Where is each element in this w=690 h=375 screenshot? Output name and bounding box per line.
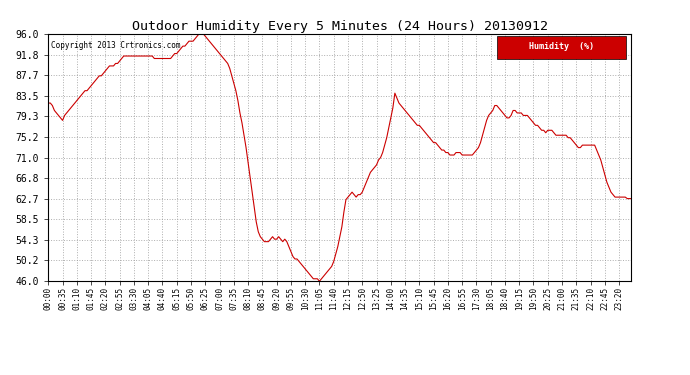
FancyBboxPatch shape <box>497 36 626 58</box>
Title: Outdoor Humidity Every 5 Minutes (24 Hours) 20130912: Outdoor Humidity Every 5 Minutes (24 Hou… <box>132 20 548 33</box>
Text: Humidity  (%): Humidity (%) <box>529 42 594 51</box>
Text: Copyright 2013 Crtronics.com: Copyright 2013 Crtronics.com <box>51 41 181 50</box>
